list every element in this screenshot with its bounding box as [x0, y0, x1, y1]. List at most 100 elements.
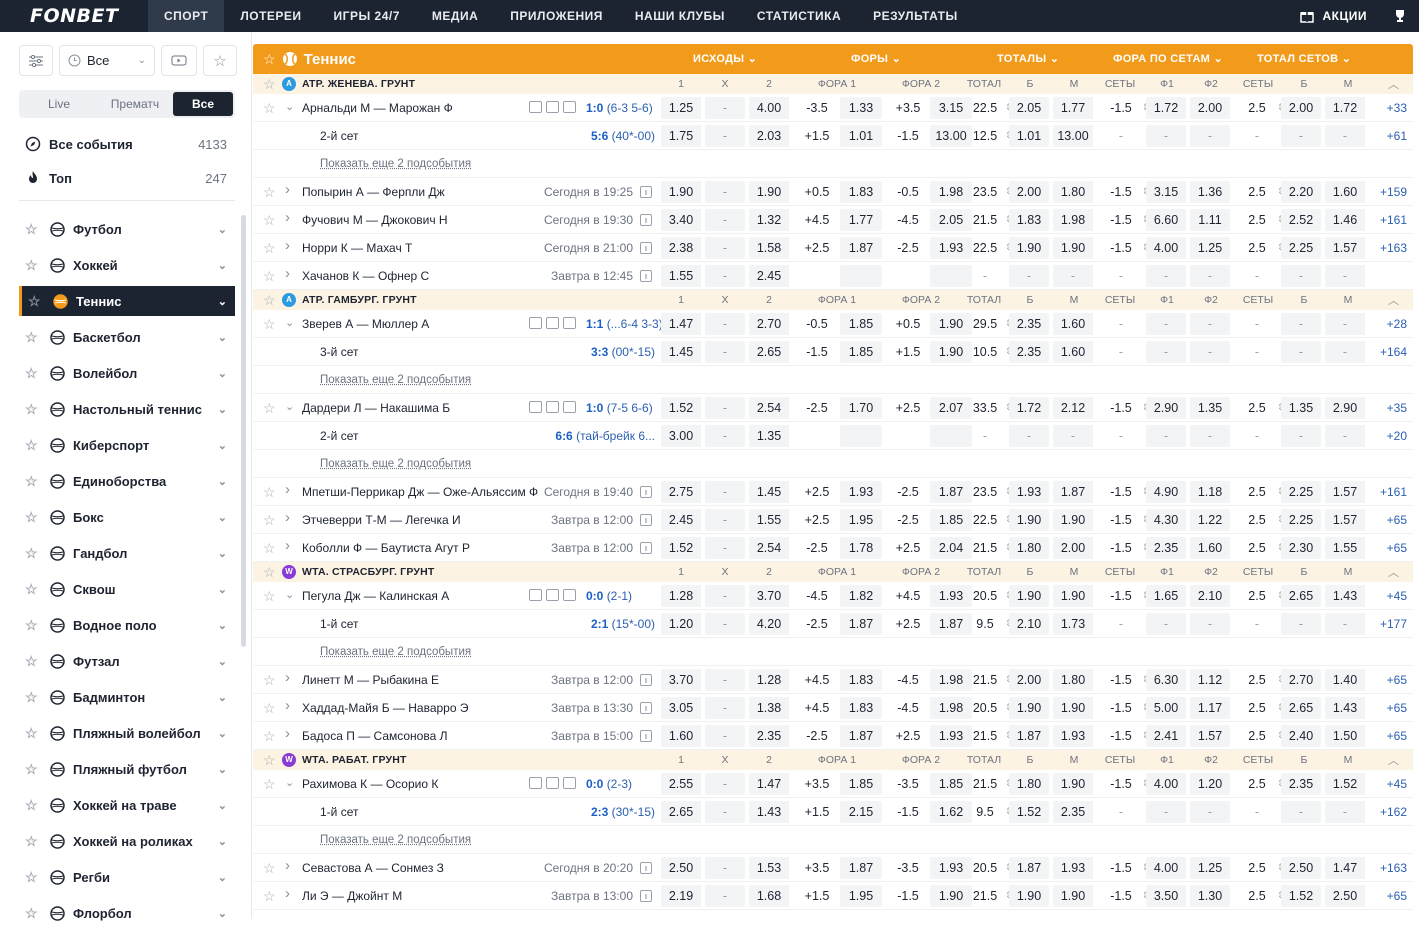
odds-button[interactable]: 1.11	[1190, 209, 1230, 231]
odds-button[interactable]: 4.00	[749, 97, 789, 119]
odds-button[interactable]: 1.77	[840, 209, 882, 231]
odds-button[interactable]: 1.87	[840, 237, 882, 259]
odds-button[interactable]: 4.20	[749, 613, 789, 635]
star-icon[interactable]: ☆	[25, 689, 41, 706]
chevron-right-icon[interactable]: ›	[285, 265, 290, 282]
odds-button[interactable]: -	[1190, 265, 1230, 287]
chevron-right-icon[interactable]: ›	[285, 725, 290, 742]
chevron-right-icon[interactable]: ›	[285, 697, 290, 714]
star-icon[interactable]: ☆	[25, 257, 41, 274]
odds-button[interactable]: -	[705, 97, 745, 119]
odds-button[interactable]: 1.45	[661, 341, 701, 363]
event-row[interactable]: ☆ › Попырин А — Ферпли Дж Сегодня в 19:25 ı 1…	[253, 178, 1413, 206]
more-markets-link[interactable]: +159	[1380, 185, 1407, 199]
sidebar-scrollbar[interactable]	[241, 215, 246, 647]
chevron-down-icon[interactable]: ⌄	[218, 259, 227, 272]
chevron-down-icon[interactable]: ⌄	[218, 727, 227, 740]
odds-button[interactable]: -	[705, 857, 745, 879]
star-icon[interactable]: ☆	[263, 317, 276, 331]
odds-button[interactable]: 1.17	[1190, 697, 1230, 719]
fonbet-logo[interactable]: FONBET	[30, 5, 148, 27]
odds-button[interactable]: 1.47	[749, 773, 789, 795]
star-icon[interactable]: ☆	[263, 589, 276, 603]
odds-button[interactable]: 1.35	[1281, 397, 1321, 419]
odds-button[interactable]: 2.00	[1281, 97, 1321, 119]
odds-button[interactable]: 3.50	[1146, 885, 1186, 907]
odds-button[interactable]: 1.93	[1009, 481, 1049, 503]
event-name[interactable]: Линетт М — Рыбакина Е	[302, 673, 439, 687]
scoreboard-icon[interactable]	[546, 401, 559, 413]
star-icon[interactable]: ☆	[263, 673, 276, 687]
event-row[interactable]: ☆ › Ли Э — Джойнт М Завтра в 13:00 ı 2.19-1.6…	[253, 882, 1413, 910]
odds-button[interactable]: 2.00	[1190, 97, 1230, 119]
odds-button[interactable]: 3.70	[749, 585, 789, 607]
odds-button[interactable]: 1.45	[749, 481, 789, 503]
odds-button[interactable]: 1.01	[840, 125, 882, 147]
video-icon[interactable]	[529, 589, 542, 601]
odds-button[interactable]: 1.32	[749, 209, 789, 231]
odds-button[interactable]: 2.05	[1009, 97, 1049, 119]
odds-button[interactable]: 1.87	[1009, 725, 1049, 747]
odds-button[interactable]: 2.45	[749, 265, 789, 287]
more-markets-link[interactable]: +164	[1380, 345, 1407, 359]
nav-tab[interactable]: РЕЗУЛЬТАТЫ	[857, 0, 974, 32]
event-name[interactable]: Этчеверри Т-М — Легечка И	[302, 513, 461, 527]
odds-button[interactable]: -	[1146, 425, 1186, 447]
odds-button[interactable]: 1.43	[1325, 585, 1365, 607]
chevron-right-icon[interactable]: ›	[285, 857, 290, 874]
odds-button[interactable]: 1.60	[1053, 341, 1093, 363]
league-name[interactable]: WTA. СТРАСБУРГ. ГРУНТ	[302, 566, 435, 578]
odds-button[interactable]: 1.80	[1009, 537, 1049, 559]
odds-button[interactable]: 1.30	[1190, 885, 1230, 907]
odds-button[interactable]: 2.70	[749, 313, 789, 335]
more-markets-link[interactable]: +33	[1387, 101, 1407, 115]
odds-button[interactable]: 1.65	[1146, 585, 1186, 607]
odds-button[interactable]: -	[705, 885, 745, 907]
odds-button[interactable]: -	[1281, 341, 1321, 363]
odds-button[interactable]: -	[1325, 425, 1365, 447]
chevron-down-icon[interactable]: ⌄	[218, 547, 227, 560]
stats-icon[interactable]: ı	[640, 514, 652, 526]
odds-button[interactable]: -	[1053, 265, 1093, 287]
odds-button[interactable]: 1.43	[1325, 697, 1365, 719]
star-icon[interactable]: ☆	[25, 545, 41, 562]
star-icon[interactable]: ☆	[25, 797, 41, 814]
event-row[interactable]: ☆ ⌄ Рахимова К — Осорио К 0:0 (2-3) 2.55-1.4…	[253, 770, 1413, 798]
odds-button[interactable]: -	[705, 425, 745, 447]
star-icon[interactable]: ☆	[28, 293, 44, 310]
event-row[interactable]: ☆ › Этчеверри Т-М — Легечка И Завтра в 12:0…	[253, 506, 1413, 534]
sub-event-row[interactable]: 1-й сет2:1 (15*-00)1.20-4.20-2.5⇕1.87+2.…	[253, 610, 1413, 638]
odds-button[interactable]: -	[1281, 425, 1321, 447]
chevron-up-icon[interactable]: ︿	[1388, 564, 1399, 580]
odds-button[interactable]: 1.43	[749, 801, 789, 823]
chevron-right-icon[interactable]: ›	[285, 509, 290, 526]
odds-button[interactable]: 2.00	[1009, 669, 1049, 691]
sidebar-sport-item[interactable]: ☆ Водное поло ⌄	[19, 610, 235, 640]
odds-button[interactable]: 1.53	[749, 857, 789, 879]
chevron-down-icon[interactable]: ⌄	[285, 776, 294, 789]
odds-button[interactable]: 1.85	[840, 341, 882, 363]
sidebar-sport-item[interactable]: ☆ Хоккей на роликах ⌄	[19, 826, 235, 856]
odds-button[interactable]: 1.90	[1053, 585, 1093, 607]
chevron-right-icon[interactable]: ›	[285, 537, 290, 554]
stats-icon[interactable]	[563, 317, 576, 329]
odds-button[interactable]: 1.90	[749, 181, 789, 203]
chevron-right-icon[interactable]: ›	[285, 237, 290, 254]
sidebar-sport-item[interactable]: ☆ Регби ⌄	[19, 862, 235, 892]
odds-button[interactable]: -	[1325, 313, 1365, 335]
odds-button[interactable]: 2.35	[749, 725, 789, 747]
odds-button[interactable]: 1.60	[1053, 313, 1093, 335]
nav-tab[interactable]: СТАТИСТИКА	[741, 0, 857, 32]
sidebar-sport-item[interactable]: ☆ Теннис ⌄	[19, 286, 235, 316]
odds-button[interactable]: -	[705, 613, 745, 635]
odds-button[interactable]: -	[1146, 613, 1186, 635]
odds-button[interactable]: -	[1146, 125, 1186, 147]
odds-button[interactable]: -	[1325, 613, 1365, 635]
market-group-header[interactable]: ИСХОДЫ ⌄	[693, 44, 757, 74]
odds-button[interactable]: 2.20	[1281, 181, 1321, 203]
odds-button[interactable]: 1.55	[1325, 537, 1365, 559]
show-more-link[interactable]: Показать еще 2 подсобытия	[320, 458, 471, 470]
star-icon[interactable]: ☆	[263, 292, 276, 309]
odds-button[interactable]: -	[705, 509, 745, 531]
odds-button[interactable]: 1.55	[749, 509, 789, 531]
